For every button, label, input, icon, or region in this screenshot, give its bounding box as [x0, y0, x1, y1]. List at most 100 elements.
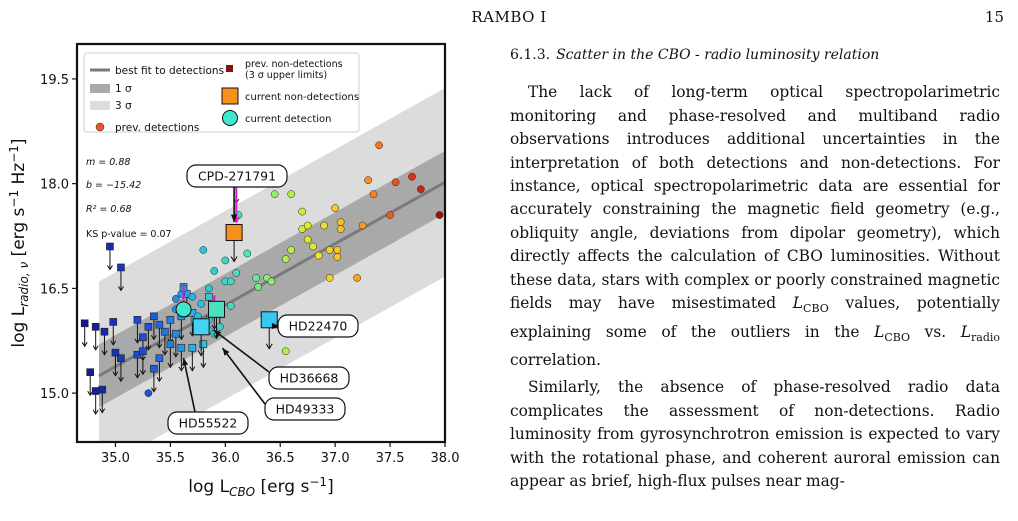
detection-marker	[199, 246, 208, 254]
legend-sigma1: 1 σ	[115, 83, 132, 95]
detection-marker	[221, 256, 230, 265]
upper-limit-marker	[100, 327, 109, 336]
arrow-head	[134, 373, 141, 379]
detection-marker	[353, 274, 361, 282]
arrow-head	[211, 324, 218, 330]
detection-marker	[435, 211, 444, 219]
detection-marker	[281, 255, 290, 263]
text-column: 6.1.3. Scatter in the CBO - radio luminos…	[510, 44, 1000, 493]
arrow-head	[110, 340, 117, 346]
arrow-head	[101, 350, 108, 356]
detection-marker	[333, 253, 342, 261]
hd22470-current-nondetection-limit-head	[265, 343, 273, 350]
detection-marker	[336, 218, 345, 226]
detection-marker	[303, 235, 312, 244]
legend-current-det: current detection	[245, 114, 331, 125]
x-tick-label: 36.5	[266, 451, 295, 466]
detection-marker	[243, 249, 252, 258]
arrow-head	[172, 352, 179, 358]
stat-ks: KS p-value = 0.07	[86, 229, 172, 240]
detection-marker	[314, 251, 323, 260]
detection-marker	[232, 269, 241, 277]
label-hd49333-arrow	[221, 347, 266, 405]
upper-limit-marker	[205, 292, 213, 301]
detection-marker	[204, 284, 213, 293]
upper-limit-marker	[150, 312, 158, 321]
y-axis-label: log Lradio, ν [erg s−1 Hz−1]	[7, 138, 31, 347]
y-tick-label: 15.0	[40, 387, 69, 402]
stat-m: m = 0.88	[86, 157, 130, 168]
detection-marker	[364, 176, 372, 185]
upper-limit-marker	[86, 368, 94, 376]
hd36668-current-nondetection	[192, 318, 210, 336]
detection-marker	[325, 246, 334, 254]
x-tick-label: 38.0	[431, 451, 460, 466]
label-hd36668-arrow	[213, 329, 270, 373]
upper-limit-marker	[139, 347, 147, 356]
detection-marker	[144, 389, 153, 397]
detection-marker	[197, 299, 205, 308]
upper-limit-marker	[199, 340, 208, 349]
upper-limit-marker	[111, 348, 120, 357]
paragraph-2: Similarly, the absence of phase-resolved…	[510, 378, 1000, 491]
arrow-head	[189, 366, 196, 372]
upper-limit-marker	[155, 320, 164, 329]
arrow-head	[150, 335, 157, 341]
label-hd55522-arrowhead	[182, 358, 189, 366]
stat-r2: R² = 0.68	[86, 204, 132, 215]
arrow-head	[150, 387, 157, 393]
label-hd36668-arrowhead	[213, 330, 222, 337]
detection-marker	[226, 301, 235, 310]
upper-limit-marker	[166, 316, 175, 324]
detection-marker	[331, 204, 339, 212]
stat-b: b = −15.42	[86, 180, 141, 191]
arrow-head	[92, 409, 99, 415]
detection-marker	[416, 185, 425, 194]
arrow-head	[156, 376, 163, 383]
legend-current-nondet: current non-detections	[245, 92, 359, 103]
arrow-head	[112, 371, 119, 377]
detection-marker	[287, 246, 296, 254]
detection-marker	[210, 267, 219, 275]
detection-marker	[267, 277, 276, 286]
detection-marker	[270, 190, 279, 198]
upper-limit-marker	[150, 364, 158, 373]
cpd-271791-current-nondetection	[225, 224, 243, 242]
x-tick-label: 35.5	[156, 451, 185, 466]
label-hd22470-arrowhead	[271, 322, 280, 330]
page-header: RAMBO I 15	[0, 6, 1018, 28]
arrow-head	[145, 345, 152, 351]
upper-limit-marker	[117, 354, 125, 363]
upper-limit-marker	[98, 385, 107, 394]
arrow-head	[107, 265, 113, 271]
arrow-head	[167, 362, 174, 369]
label-hd36668-box	[268, 366, 350, 390]
label-cpd-271791-arrowhead	[230, 214, 238, 222]
label-cpd-271791: CPD-271791	[198, 169, 276, 184]
hd49333-current-nondetection	[208, 300, 226, 318]
cpd-271791-current-nondetection-limit-head	[230, 256, 238, 263]
detection-marker	[375, 141, 383, 150]
detection-marker	[391, 178, 400, 187]
legend-prev-nondet-2: (3 σ upper limits)	[245, 70, 327, 81]
legend-prev-det-marker	[95, 122, 105, 132]
detection-marker	[333, 246, 342, 254]
arrow-head	[178, 366, 185, 372]
hd55522-current-detection	[175, 301, 192, 318]
upper-limit-marker	[117, 263, 125, 272]
detection-marker	[369, 190, 378, 198]
detection-marker	[254, 283, 263, 291]
upper-limit-marker	[161, 327, 169, 336]
x-tick-label: 35.0	[101, 451, 130, 466]
x-axis-label: log LCBO [erg s−1]	[188, 475, 333, 499]
legend-sigma3-swatch	[90, 101, 110, 110]
arrow-head	[161, 350, 168, 356]
arrow-head	[118, 376, 124, 383]
upper-limit-marker	[106, 242, 114, 251]
upper-limit-marker	[177, 343, 186, 352]
legend-current-nondet-marker	[221, 87, 239, 105]
legend-prev-nondet-1: prev. non-detections	[245, 59, 343, 70]
detection-marker	[287, 190, 296, 198]
legend-prev-detections: prev. detections	[115, 122, 199, 134]
figure: CPD-271791 HD22470 HD36668 HD49333 HD55522 be…	[0, 32, 470, 521]
